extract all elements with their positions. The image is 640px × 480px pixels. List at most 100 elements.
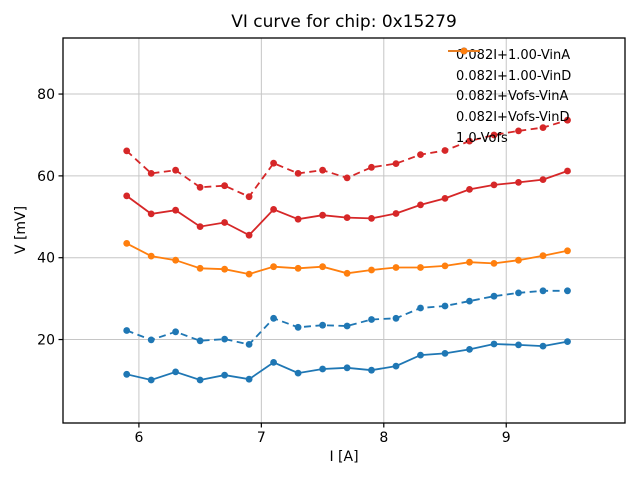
data-point-marker: [172, 206, 180, 214]
data-point-marker: [368, 215, 375, 222]
data-point-marker: [490, 181, 498, 189]
data-point-marker: [368, 163, 375, 171]
data-point-marker: [490, 340, 498, 348]
data-point-marker: [221, 371, 229, 379]
data-point-marker: [392, 362, 400, 370]
data-point-marker: [564, 116, 571, 124]
data-point-marker: [515, 179, 522, 186]
data-point-marker: [245, 270, 253, 278]
data-point-marker: [441, 350, 449, 357]
data-point-marker: [270, 159, 277, 167]
data-point-marker: [539, 176, 547, 184]
data-point-marker: [466, 346, 473, 353]
x-tick-label: 7: [257, 430, 266, 446]
data-point-marker: [147, 252, 155, 260]
legend-line-sample: [448, 47, 480, 55]
series-0.082I+1.00-VinA: [123, 167, 571, 239]
x-tick-label: 8: [379, 430, 388, 446]
data-point-marker: [221, 335, 229, 343]
data-point-marker: [343, 174, 351, 182]
data-point-marker: [343, 269, 351, 277]
series-line-1.0-Vofs: [126, 242, 568, 276]
data-point-marker: [441, 262, 449, 270]
data-point-marker: [123, 147, 131, 155]
data-point-marker: [294, 323, 302, 331]
legend-label: 0.082I+1.00-VinA: [456, 47, 571, 63]
data-point-marker: [245, 193, 253, 201]
data-point-marker: [564, 247, 571, 255]
data-point-marker: [343, 364, 351, 372]
data-point-marker: [417, 304, 424, 312]
legend-marker: [460, 47, 468, 55]
x-axis-label: I [A]: [329, 449, 359, 465]
y-tick-label: 40: [37, 251, 55, 267]
data-point-marker: [343, 322, 351, 330]
data-point-marker: [441, 302, 449, 310]
data-point-marker: [245, 341, 253, 348]
data-point-marker: [123, 192, 131, 200]
data-point-marker: [245, 231, 253, 239]
data-point-marker: [564, 287, 571, 295]
data-point-marker: [123, 240, 131, 247]
y-tick-label: 80: [37, 87, 55, 103]
series-1.0-Vofs: [123, 240, 571, 278]
data-point-marker: [564, 338, 571, 345]
data-point-marker: [123, 327, 131, 334]
data-point-marker: [221, 219, 229, 226]
data-point-marker: [392, 210, 400, 217]
data-point-marker: [539, 252, 547, 260]
legend-entry-0.082I+Vofs-VinD: 0.082I+Vofs-VinD: [447, 47, 571, 128]
x-tick-label: 6: [134, 430, 143, 446]
data-point-marker: [319, 365, 326, 373]
data-point-marker: [490, 292, 498, 300]
data-point-marker: [343, 214, 351, 222]
axes-frame: [62, 37, 626, 424]
data-point-marker: [392, 264, 400, 271]
data-point-marker: [196, 376, 204, 384]
data-point-marker: [196, 337, 204, 345]
data-point-marker: [270, 359, 277, 366]
data-point-marker: [270, 263, 277, 271]
data-point-marker: [466, 137, 473, 145]
legend: 0.082I+1.00-VinA 0.082I+1.00-VinD 0.082I+V…: [447, 45, 571, 149]
data-point-marker: [294, 264, 302, 272]
data-point-marker: [417, 201, 424, 209]
series-0.082I+Vofs-VinA: [123, 338, 571, 384]
data-point-marker: [294, 369, 302, 377]
data-point-marker: [466, 297, 473, 305]
data-point-marker: [539, 287, 547, 295]
x-tick-label: 9: [502, 430, 511, 446]
y-tick-label: 60: [37, 169, 55, 185]
data-point-marker: [490, 260, 498, 267]
data-point-marker: [294, 170, 302, 177]
data-point-marker: [441, 195, 449, 202]
series-0.082I+1.00-VinD: [123, 116, 571, 201]
data-point-marker: [515, 256, 522, 264]
data-point-marker: [123, 370, 131, 378]
data-point-marker: [466, 186, 473, 193]
axis-ticks: 6 7 8 9 20 40 60 80: [37, 87, 511, 446]
data-point-marker: [319, 166, 326, 174]
data-point-marker: [368, 316, 375, 323]
data-point-marker: [172, 166, 180, 174]
data-point-marker: [196, 264, 204, 272]
data-point-marker: [539, 342, 547, 350]
data-point-marker: [319, 263, 326, 271]
data-point-marker: [515, 289, 522, 297]
data-point-marker: [368, 266, 375, 274]
data-point-marker: [490, 131, 498, 139]
legend-entry-0.082I+1.00-VinD: 0.082I+1.00-VinD: [447, 47, 572, 87]
legend-label: 0.082I+1.00-VinD: [456, 68, 572, 84]
data-point-marker: [147, 336, 155, 344]
data-point-marker: [466, 258, 473, 266]
data-point-marker: [172, 368, 180, 376]
data-point-marker: [417, 351, 424, 359]
data-point-marker: [270, 314, 277, 322]
data-point-marker: [172, 328, 180, 336]
y-tick-label: 20: [37, 333, 55, 349]
data-point-marker: [515, 127, 522, 135]
data-point-marker: [245, 375, 253, 383]
series-line-0.082I+Vofs-VinD: [126, 289, 568, 346]
